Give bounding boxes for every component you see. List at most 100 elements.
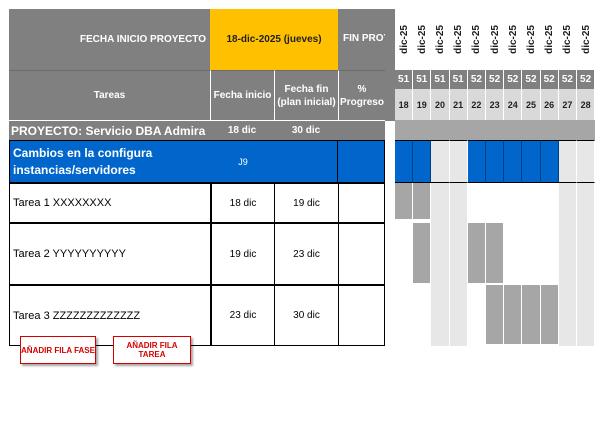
task-gantt-cell — [431, 183, 450, 223]
task-gantt-cell — [413, 223, 432, 285]
timeline-month-label: dic-25 — [398, 25, 410, 54]
phase-progress[interactable] — [338, 140, 385, 183]
start-date-value[interactable]: 18-dic-2025 (jueves) — [210, 9, 338, 70]
timeline-week-number: 51 — [431, 70, 450, 89]
timeline-day-number: 27 — [558, 89, 577, 120]
timeline-day-number: 21 — [449, 89, 468, 120]
timeline-month-label: dic-25 — [525, 25, 537, 54]
task-gantt-cell — [540, 223, 559, 285]
task-progress[interactable] — [338, 285, 385, 346]
timeline-month-label: dic-25 — [562, 25, 574, 54]
timeline-project-cell — [449, 120, 468, 140]
task-gantt-bar — [522, 285, 540, 344]
timeline-month-label: dic-25 — [489, 25, 501, 54]
task-gantt-cell — [522, 223, 541, 285]
task-gantt-cell — [522, 285, 541, 346]
task-gantt-cell — [467, 285, 486, 346]
task-gantt-cell — [504, 285, 523, 346]
timeline-month-label: dic-25 — [416, 25, 428, 54]
timeline-month-label: dic-25 — [453, 25, 465, 54]
task-progress[interactable] — [338, 183, 385, 223]
task-gantt-cell — [395, 183, 414, 223]
task-gantt-bar — [413, 183, 431, 219]
task-gantt-cell — [577, 223, 596, 285]
task-gantt-cell — [558, 183, 577, 223]
timeline-month-label: dic-25 — [434, 25, 446, 54]
task-start[interactable]: 18 dic — [210, 183, 275, 223]
timeline-project-cell — [486, 120, 505, 140]
task-gantt-cell — [431, 223, 450, 285]
timeline-project-cell — [431, 120, 450, 140]
task-gantt-bar — [395, 183, 413, 219]
phase-gantt-bar — [540, 140, 559, 183]
task-gantt-cell — [486, 223, 505, 285]
col-header-start: Fecha inicio — [210, 70, 274, 120]
timeline-project-cell — [413, 120, 432, 140]
task-gantt-cell — [413, 285, 432, 346]
project-end: 30 dic — [291, 125, 321, 136]
timeline-month-label: dic-25 — [580, 25, 592, 54]
timeline-week-number: 51 — [449, 70, 468, 89]
phase-row[interactable]: Cambios en la configura instancias/servi… — [9, 140, 338, 183]
phase-gantt-bar — [467, 140, 486, 183]
timeline-month-label: dic-25 — [544, 25, 556, 54]
task-gantt-cell — [431, 285, 450, 346]
task-gantt-cell — [486, 285, 505, 346]
timeline-month-header: dic-25 — [395, 9, 414, 70]
task-gantt-bar — [467, 223, 485, 283]
task-gantt-cell — [467, 223, 486, 285]
phase-title: Cambios en la configura instancias/servi… — [13, 146, 153, 177]
task-gantt-cell — [395, 223, 414, 285]
task-gantt-cell — [577, 285, 596, 346]
task-gantt-cell — [449, 223, 468, 285]
timeline-week-number: 51 — [413, 70, 432, 89]
phase-gantt-bar — [504, 140, 523, 183]
task-gantt-cell — [449, 183, 468, 223]
task-name[interactable]: Tarea 2 YYYYYYYYYY — [9, 223, 211, 285]
task-start[interactable]: 23 dic — [210, 285, 275, 346]
task-end[interactable]: 23 dic — [274, 223, 339, 285]
task-gantt-cell — [558, 285, 577, 346]
timeline-month-label: dic-25 — [471, 25, 483, 54]
timeline-day-number: 25 — [522, 89, 541, 120]
task-end[interactable]: 30 dic — [274, 285, 339, 346]
task-gantt-cell — [413, 183, 432, 223]
add-task-button[interactable]: AÑADIR FILA TAREA — [113, 336, 191, 364]
phase-gantt-cell — [431, 140, 450, 183]
timeline-week-number: 52 — [486, 70, 505, 89]
task-name[interactable]: Tarea 1 XXXXXXXX — [9, 183, 211, 223]
task-gantt-cell — [558, 223, 577, 285]
timeline-month-header: dic-25 — [413, 9, 432, 70]
task-gantt-cell — [522, 183, 541, 223]
timeline-day-number: 24 — [504, 89, 523, 120]
timeline-project-cell — [467, 120, 486, 140]
timeline-day-number: 20 — [431, 89, 450, 120]
task-gantt-cell — [504, 223, 523, 285]
task-gantt-bar — [413, 223, 431, 283]
timeline-week-number: 52 — [467, 70, 486, 89]
timeline-month-header: dic-25 — [558, 9, 577, 70]
task-gantt-cell — [467, 183, 486, 223]
add-phase-button[interactable]: AÑADIR FILA FASE — [20, 336, 96, 364]
task-gantt-cell — [577, 183, 596, 223]
timeline-week-number: 52 — [577, 70, 596, 89]
phase-cell-ref: J9 — [238, 156, 248, 167]
timeline-month-label: dic-25 — [507, 25, 519, 54]
task-gantt-cell — [504, 183, 523, 223]
timeline-month-header: dic-25 — [522, 9, 541, 70]
timeline-project-cell — [395, 120, 414, 140]
timeline-week-number: 52 — [504, 70, 523, 89]
phase-gantt-bar — [522, 140, 541, 183]
timeline-project-cell — [577, 120, 596, 140]
task-name[interactable]: Tarea 3 ZZZZZZZZZZZZZ — [9, 285, 211, 346]
task-gantt-bar — [486, 285, 504, 344]
task-gantt-cell — [395, 285, 414, 346]
task-progress[interactable] — [338, 223, 385, 285]
task-end[interactable]: 19 dic — [274, 183, 339, 223]
task-start[interactable]: 19 dic — [210, 223, 275, 285]
timeline-day-number: 28 — [577, 89, 596, 120]
timeline-day-number: 22 — [467, 89, 486, 120]
divider-bar — [385, 9, 395, 121]
phase-gantt-bar — [395, 140, 414, 183]
timeline-project-cell — [504, 120, 523, 140]
